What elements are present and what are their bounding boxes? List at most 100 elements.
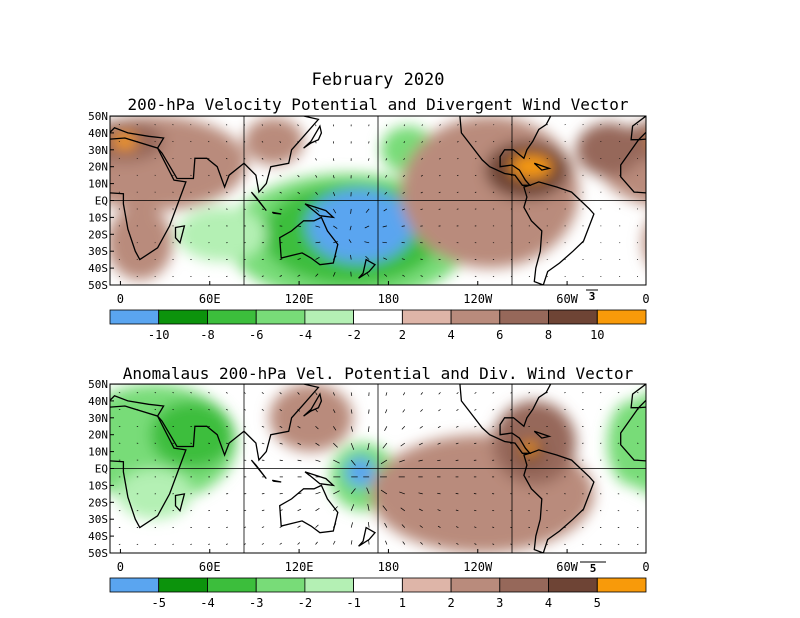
wind-vector xyxy=(385,141,388,144)
wind-vector xyxy=(333,225,338,229)
wind-vector xyxy=(368,540,370,545)
wind-vector xyxy=(261,392,264,394)
colorbar-swatch xyxy=(596,577,647,593)
wind-vector xyxy=(136,392,139,394)
y-tick-label: 10N xyxy=(88,178,108,191)
wind-vector xyxy=(475,141,477,143)
field-blob xyxy=(0,441,1,455)
field-blob xyxy=(117,468,192,520)
wind-vector xyxy=(350,488,356,495)
x-tick-label: 0 xyxy=(117,560,124,574)
wind-vector xyxy=(190,140,192,143)
wind-vector xyxy=(546,392,548,394)
wind-vector xyxy=(437,425,441,429)
wind-vector xyxy=(383,208,388,212)
vector-reference: 3 xyxy=(586,289,598,303)
y-tick-label: 40S xyxy=(88,262,108,275)
wind-vector xyxy=(279,409,283,412)
wind-vector xyxy=(365,256,370,260)
wind-vector xyxy=(492,526,495,528)
coastline xyxy=(110,137,187,261)
colorbar-swatch xyxy=(255,309,306,325)
wind-vector xyxy=(367,175,370,179)
coastline xyxy=(533,162,552,171)
x-tick-label: 120E xyxy=(285,292,314,306)
colorbar-swatch xyxy=(548,577,598,593)
wind-vector xyxy=(368,141,370,144)
wind-vectors xyxy=(118,124,639,277)
wind-vector xyxy=(400,442,406,447)
vector-reference-value: 5 xyxy=(590,562,597,575)
wind-vector xyxy=(492,442,495,444)
coastline xyxy=(271,479,282,483)
wind-vector xyxy=(297,191,301,195)
wind-vector xyxy=(365,208,370,213)
coastline xyxy=(630,116,646,141)
field-blob xyxy=(113,132,137,150)
wind-vector xyxy=(402,392,406,396)
wind-vector xyxy=(279,141,282,143)
wind-vector xyxy=(297,542,301,545)
wind-vector xyxy=(366,459,370,467)
coastline xyxy=(533,430,552,439)
wind-vector xyxy=(528,392,531,394)
wind-vector xyxy=(438,208,441,210)
wind-vector xyxy=(384,191,388,195)
x-tick-label: 0 xyxy=(117,292,124,306)
wind-vector xyxy=(367,443,370,451)
wind-vector xyxy=(418,459,423,462)
field-blob xyxy=(0,116,43,268)
wind-vector xyxy=(492,543,495,545)
field-blob xyxy=(607,400,646,486)
wind-vector xyxy=(315,175,318,178)
colorbar-label: 1 xyxy=(399,596,406,610)
wind-vector xyxy=(474,425,477,428)
wind-vector xyxy=(418,492,423,495)
wind-vector xyxy=(261,442,265,445)
wind-vector xyxy=(438,191,441,194)
wind-vector xyxy=(475,124,477,126)
wind-vector xyxy=(382,241,387,244)
wind-vector xyxy=(528,409,531,411)
y-tick-label: 30N xyxy=(88,412,108,425)
wind-vector xyxy=(297,274,301,277)
wind-vector xyxy=(492,409,495,411)
coastline xyxy=(712,226,721,243)
wind-vector xyxy=(420,208,423,211)
wind-vector xyxy=(439,158,441,160)
x-tick-label: 120E xyxy=(285,560,314,574)
wind-vector xyxy=(279,425,283,428)
colorbar-swatch xyxy=(207,309,257,325)
y-axis: 50N 40N 30N 20N 10N EQ 10S 20S 30S 40S 50S xyxy=(88,378,114,560)
wind-vector xyxy=(420,392,423,395)
wind-vector xyxy=(333,459,340,464)
wind-vector xyxy=(172,140,174,143)
wind-vector xyxy=(455,493,459,495)
wind-vector xyxy=(402,409,406,413)
wind-vector xyxy=(279,208,283,211)
y-tick-label: 30S xyxy=(88,513,108,526)
colorbar-label: -5 xyxy=(151,596,165,610)
wind-vector xyxy=(420,409,423,412)
wind-vector xyxy=(297,426,301,429)
x-tick-label: 60E xyxy=(199,560,221,574)
wind-vector xyxy=(297,442,302,446)
wind-vector xyxy=(279,124,281,126)
colorbar-label: -4 xyxy=(200,596,214,610)
x-tick-label: 60W xyxy=(556,560,578,574)
wind-vector xyxy=(261,174,264,177)
field-blob xyxy=(269,384,353,452)
x-tick-label: 120W xyxy=(463,560,493,574)
wind-vector xyxy=(420,275,423,277)
wind-vector xyxy=(384,426,388,431)
y-tick-label: 20S xyxy=(88,228,108,241)
wind-vector xyxy=(401,426,406,430)
wind-vector xyxy=(420,258,423,260)
wind-vector xyxy=(315,442,320,446)
wind-vector xyxy=(402,191,406,194)
wind-vector xyxy=(350,522,353,528)
colorbar-swatch xyxy=(109,309,160,325)
wind-vector xyxy=(190,124,192,126)
wind-vector xyxy=(385,158,388,161)
wind-vector xyxy=(297,208,301,211)
